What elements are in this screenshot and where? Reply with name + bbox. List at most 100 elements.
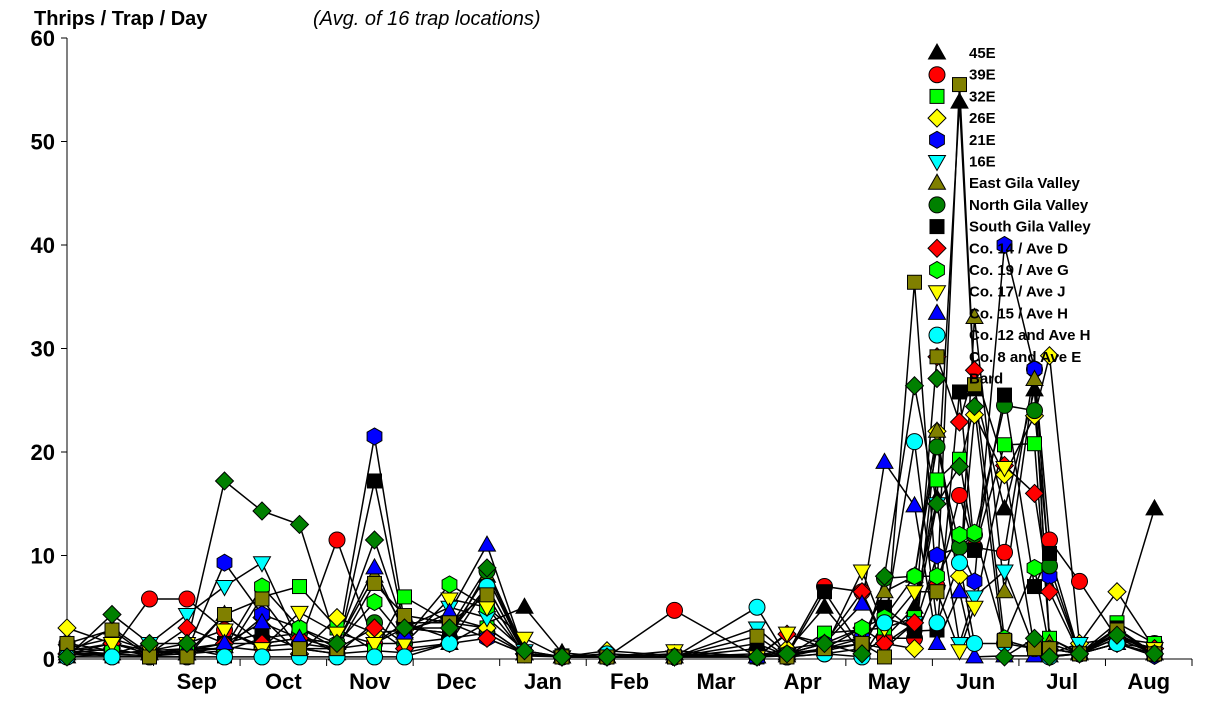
x-tick-label: Feb bbox=[610, 669, 649, 694]
data-point bbox=[366, 648, 383, 666]
y-tick-label: 60 bbox=[31, 26, 55, 51]
data-point bbox=[664, 647, 685, 667]
data-point bbox=[1025, 369, 1044, 387]
x-tick-label: Nov bbox=[349, 669, 391, 694]
data-point bbox=[927, 633, 947, 650]
data-point bbox=[366, 593, 383, 612]
data-point bbox=[905, 495, 924, 513]
legend-marker bbox=[927, 368, 947, 389]
data-point bbox=[477, 535, 497, 552]
data-point bbox=[216, 648, 233, 666]
data-point bbox=[515, 597, 534, 614]
legend-marker bbox=[928, 66, 946, 84]
data-point bbox=[949, 456, 970, 477]
legend-marker bbox=[929, 88, 945, 104]
data-point bbox=[439, 618, 460, 638]
legend-label: 21E bbox=[969, 132, 996, 149]
legend-label: Co. 17 / Ave J bbox=[969, 284, 1065, 301]
data-point bbox=[365, 636, 384, 654]
data-point bbox=[57, 647, 77, 667]
data-point bbox=[1041, 531, 1058, 549]
data-point bbox=[328, 531, 346, 549]
legend-marker bbox=[927, 108, 947, 128]
data-point bbox=[289, 514, 310, 535]
data-point bbox=[367, 575, 382, 591]
chart-title: Thrips / Trap / Day bbox=[34, 8, 208, 30]
legend-label: 32E bbox=[969, 88, 996, 105]
legend-marker bbox=[927, 173, 947, 190]
data-point bbox=[929, 584, 945, 600]
data-point bbox=[997, 387, 1012, 403]
data-point bbox=[952, 77, 967, 93]
data-point bbox=[57, 618, 77, 638]
data-point bbox=[139, 633, 160, 654]
data-point bbox=[928, 614, 946, 632]
data-point bbox=[396, 648, 413, 666]
data-point bbox=[365, 557, 384, 575]
data-point bbox=[951, 486, 968, 504]
data-point bbox=[102, 604, 122, 625]
x-tick-label: Jun bbox=[956, 669, 995, 694]
data-point bbox=[965, 590, 984, 607]
data-point bbox=[254, 591, 270, 607]
data-point bbox=[965, 646, 984, 664]
data-point bbox=[748, 598, 766, 616]
data-point bbox=[966, 572, 983, 591]
data-point bbox=[907, 274, 922, 290]
y-tick-label: 20 bbox=[31, 440, 55, 465]
data-point bbox=[1107, 625, 1127, 645]
x-tick-label: Sep bbox=[177, 669, 217, 694]
data-point bbox=[997, 632, 1012, 648]
axes: 0 10 20 30 40 50 60 Sep Oct Nov Dec Jan Feb Mar Apr May… bbox=[31, 26, 1193, 694]
legend: 45E 39E 32E 26E 21E 16E East Gila Valley North … bbox=[927, 42, 1091, 389]
legend-marker bbox=[927, 285, 947, 302]
data-point bbox=[515, 631, 534, 649]
data-point bbox=[1027, 436, 1042, 452]
x-tick-label: Aug bbox=[1127, 669, 1170, 694]
data-point bbox=[817, 584, 832, 600]
legend-label: 16E bbox=[969, 154, 996, 171]
data-point bbox=[477, 558, 497, 578]
data-point bbox=[815, 597, 834, 614]
data-point bbox=[996, 543, 1013, 561]
legend-label: 39E bbox=[969, 67, 996, 84]
data-point bbox=[749, 628, 765, 644]
data-point bbox=[215, 580, 234, 597]
data-point bbox=[814, 633, 835, 654]
legend-marker bbox=[929, 130, 945, 149]
data-point bbox=[950, 92, 969, 109]
data-point bbox=[253, 648, 271, 666]
data-point bbox=[292, 579, 307, 595]
data-point bbox=[552, 647, 572, 667]
data-point bbox=[995, 498, 1014, 516]
data-point bbox=[441, 575, 458, 594]
data-point bbox=[1024, 483, 1045, 504]
legend-label: Co. 12 and Ave H bbox=[969, 327, 1090, 344]
data-point bbox=[1039, 582, 1060, 602]
legend-marker bbox=[929, 349, 945, 365]
data-point bbox=[477, 628, 497, 649]
data-point bbox=[995, 461, 1014, 478]
data-point bbox=[852, 594, 872, 611]
legend-label: Co. 14 / Ave D bbox=[969, 240, 1068, 257]
data-point bbox=[904, 638, 925, 659]
legend-label: Bard bbox=[969, 371, 1003, 388]
data-point bbox=[967, 542, 982, 558]
series-markers bbox=[57, 77, 1165, 667]
data-point bbox=[1042, 545, 1057, 561]
data-point bbox=[995, 564, 1014, 582]
legend-marker bbox=[927, 155, 947, 172]
data-point bbox=[252, 612, 272, 630]
data-point bbox=[876, 614, 893, 632]
data-point bbox=[214, 471, 235, 491]
y-tick-label: 50 bbox=[31, 130, 55, 155]
data-point bbox=[929, 567, 945, 586]
data-point bbox=[364, 618, 385, 638]
x-tick-label: May bbox=[868, 669, 912, 694]
data-point bbox=[178, 590, 196, 608]
legend-label: South Gila Valley bbox=[969, 219, 1091, 236]
data-point bbox=[367, 473, 382, 489]
x-tick-label: Mar bbox=[696, 669, 736, 694]
data-point bbox=[854, 618, 870, 638]
